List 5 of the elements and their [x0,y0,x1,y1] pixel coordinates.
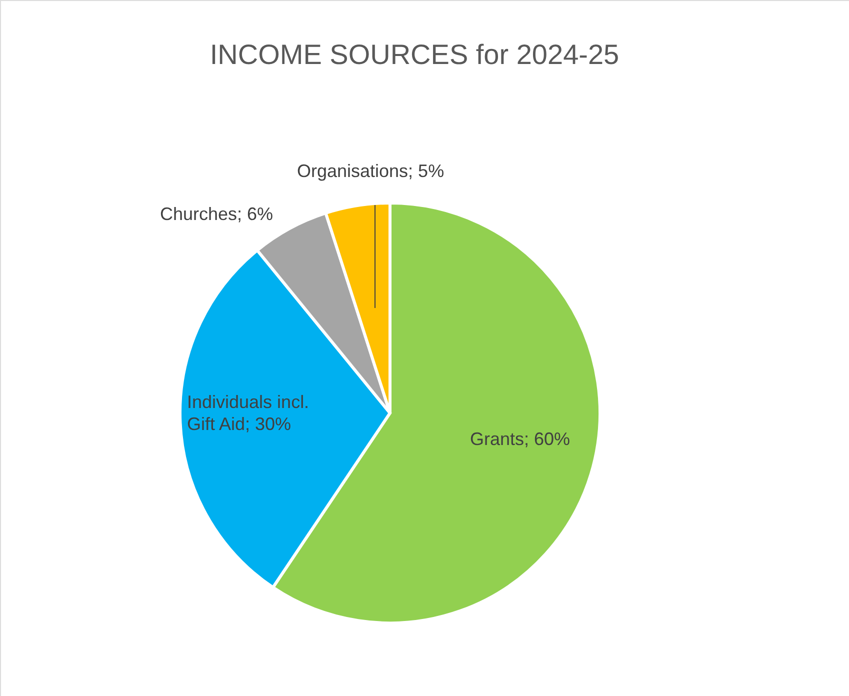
chart-title: INCOME SOURCES for 2024-25 [210,39,620,70]
slice-label: Individuals incl. Gift Aid; 30% [187,392,310,434]
slice-label: Churches; 6% [160,204,274,224]
slice-label: Grants; 60% [470,429,570,449]
slice-label: Organisations; 5% [297,161,444,181]
